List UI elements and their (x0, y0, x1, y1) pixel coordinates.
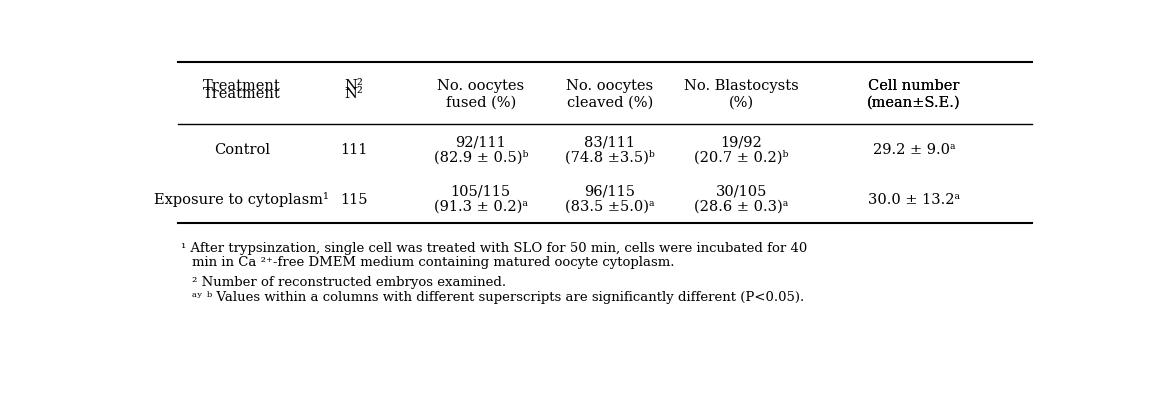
Text: 83/111: 83/111 (584, 135, 635, 149)
Text: No. Blastocysts: No. Blastocysts (684, 78, 799, 92)
Text: 30/105: 30/105 (716, 184, 768, 198)
Text: (mean±S.E.): (mean±S.E.) (867, 96, 961, 110)
Text: (74.8 ±3.5)ᵇ: (74.8 ±3.5)ᵇ (565, 150, 655, 164)
Text: min in Ca ²⁺-free DMEM medium containing matured oocyte cytoplasm.: min in Ca ²⁺-free DMEM medium containing… (192, 255, 674, 268)
Text: (82.9 ± 0.5)ᵇ: (82.9 ± 0.5)ᵇ (434, 150, 527, 164)
Text: 30.0 ± 13.2ᵃ: 30.0 ± 13.2ᵃ (868, 192, 960, 206)
Text: No. oocytes: No. oocytes (566, 78, 653, 92)
Text: (91.3 ± 0.2)ᵃ: (91.3 ± 0.2)ᵃ (434, 200, 527, 213)
Text: ¹ After trypsinzation, single cell was treated with SLO for 50 min, cells were i: ¹ After trypsinzation, single cell was t… (180, 241, 808, 254)
Text: fused (%): fused (%) (445, 96, 516, 110)
Text: ² Number of reconstructed embryos examined.: ² Number of reconstructed embryos examin… (192, 276, 506, 289)
Text: 96/115: 96/115 (584, 184, 635, 198)
Text: 115: 115 (340, 192, 367, 206)
Text: (20.7 ± 0.2)ᵇ: (20.7 ± 0.2)ᵇ (694, 150, 789, 164)
Text: (83.5 ±5.0)ᵃ: (83.5 ±5.0)ᵃ (565, 200, 654, 213)
Text: No. oocytes: No. oocytes (437, 78, 524, 92)
Text: Exposure to cytoplasm¹: Exposure to cytoplasm¹ (155, 191, 329, 207)
Text: Control: Control (213, 142, 270, 157)
Text: 19/92: 19/92 (721, 135, 762, 149)
Text: Treatment: Treatment (203, 87, 281, 101)
Text: ᵃʸ ᵇ Values within a columns with different superscripts are significantly diffe: ᵃʸ ᵇ Values within a columns with differ… (192, 290, 804, 303)
Text: (mean±S.E.): (mean±S.E.) (867, 96, 961, 110)
Text: 29.2 ± 9.0ᵃ: 29.2 ± 9.0ᵃ (873, 142, 955, 157)
Text: Cell number: Cell number (868, 78, 960, 92)
Text: Cell number: Cell number (868, 78, 960, 92)
Text: (%): (%) (729, 96, 754, 110)
Text: N²: N² (345, 78, 363, 92)
Text: (28.6 ± 0.3)ᵃ: (28.6 ± 0.3)ᵃ (694, 200, 789, 213)
Text: 111: 111 (340, 142, 367, 157)
Text: Treatment: Treatment (203, 78, 281, 92)
Text: 92/111: 92/111 (456, 135, 506, 149)
Text: N²: N² (345, 87, 363, 101)
Text: cleaved (%): cleaved (%) (566, 96, 653, 110)
Text: 105/115: 105/115 (451, 184, 511, 198)
